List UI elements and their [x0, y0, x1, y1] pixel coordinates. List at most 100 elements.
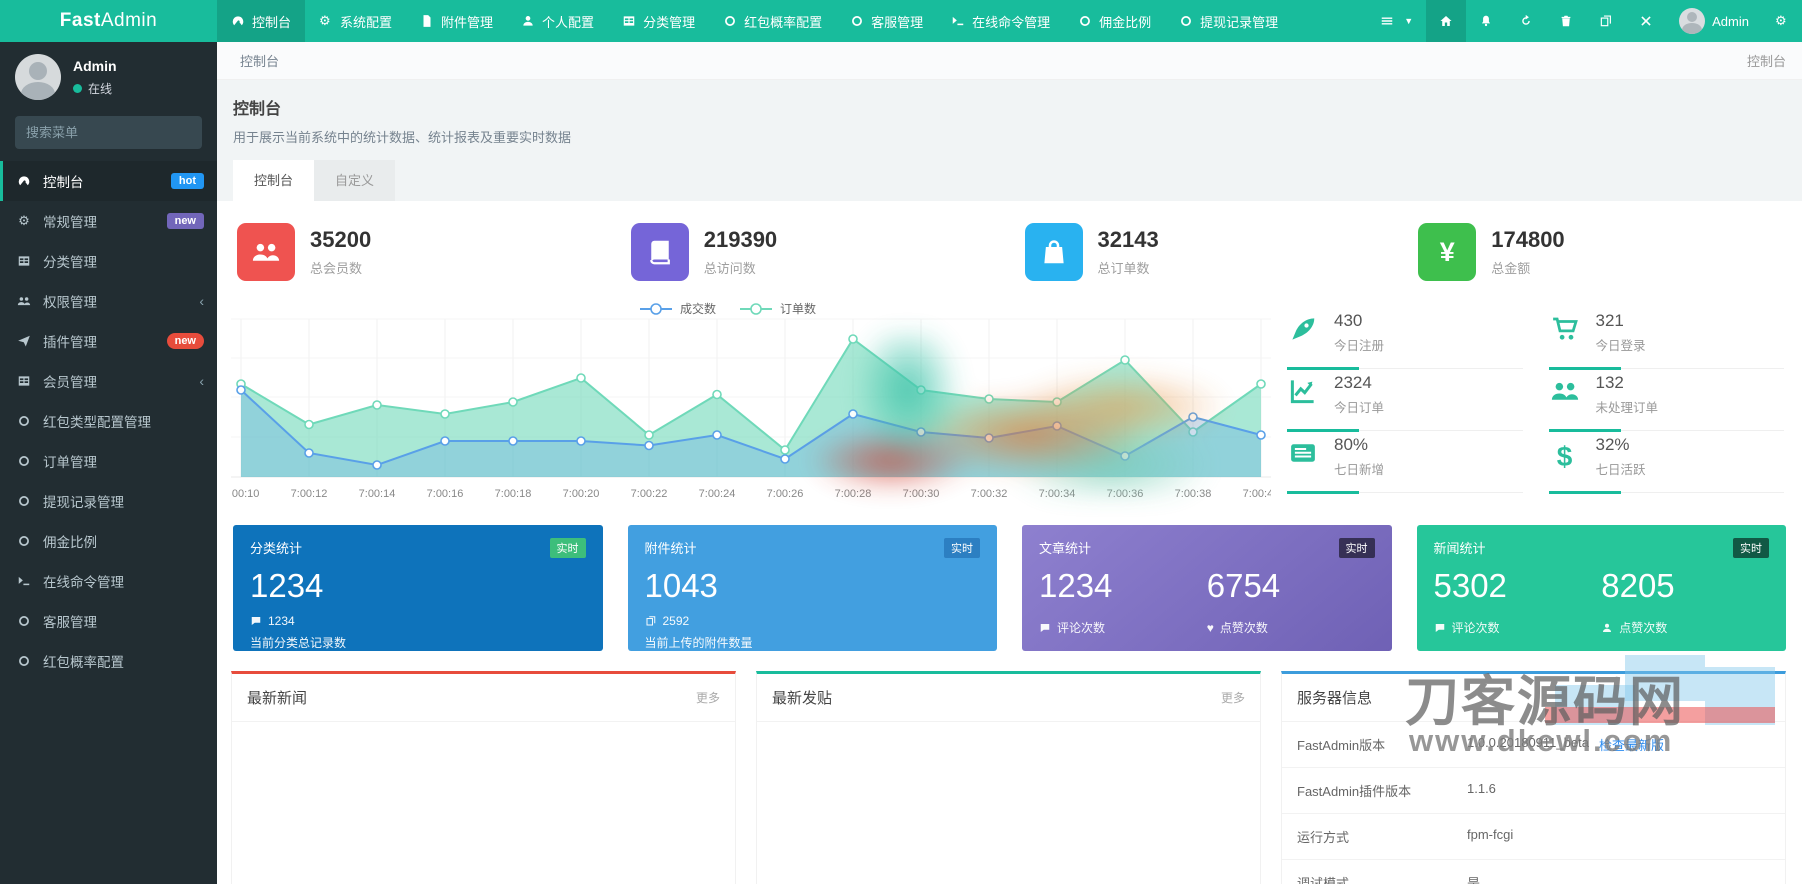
sidebar-item-权限管理[interactable]: 权限管理 ‹ — [0, 281, 217, 321]
sidebar-item-红包概率配置[interactable]: 红包概率配置 — [0, 641, 217, 681]
terminal-icon — [15, 574, 33, 588]
sidebar-item-客服管理[interactable]: 客服管理 — [0, 601, 217, 641]
dashboard-icon — [15, 174, 33, 188]
stat-card-总访问数: 219390 总访问数 — [630, 223, 995, 281]
summary-box-sub: 评论次数 — [1434, 619, 1602, 636]
sidebar-item-佣金比例[interactable]: 佣金比例 — [0, 521, 217, 561]
nav-item-客服管理[interactable]: 客服管理 — [836, 0, 937, 42]
dashboard-content: 35200 总会员数 219390 总访问数 32143 总订单数 ¥174800 总金额 7… — [217, 201, 1802, 884]
navbar-home-button[interactable] — [1426, 0, 1467, 42]
sidebar-item-红包类型配置管理[interactable]: 红包类型配置管理 — [0, 401, 217, 441]
sidebar-item-label: 提现记录管理 — [43, 495, 124, 510]
svg-text:7:00:20: 7:00:20 — [563, 488, 600, 500]
sidebar-item-label: 订单管理 — [43, 455, 97, 470]
more-link[interactable]: 更多 — [695, 691, 720, 705]
summary-box-title: 新闻统计 — [1433, 541, 1486, 556]
check-latest-link[interactable]: 检查最新版 — [1598, 738, 1664, 753]
summary-box-title: 分类统计 — [250, 541, 303, 556]
sidebar-item-常规管理[interactable]: ⚙ 常规管理 new — [0, 201, 217, 241]
navbar-multi-tab-button[interactable] — [1586, 0, 1626, 42]
users-icon — [15, 294, 33, 308]
legend-订单数: 订单数 — [780, 301, 816, 316]
tab-自定义[interactable]: 自定义 — [314, 160, 396, 201]
heart-icon: ♥ — [1206, 620, 1214, 635]
stat-card-总会员数: 35200 总会员数 — [237, 223, 601, 281]
mini-stat-七日活跃: $32% 七日活跃 — [1548, 431, 1784, 494]
mini-stat-label: 七日新增 — [1334, 463, 1385, 477]
server-info-value: 1.0.0.20180911_beta — [1467, 735, 1589, 750]
stat-label: 总会员数 — [310, 261, 363, 276]
sidebar-item-控制台[interactable]: 控制台 hot — [0, 161, 217, 201]
nav-item-附件管理[interactable]: 附件管理 — [406, 0, 507, 42]
sidebar-item-label: 分类管理 — [43, 255, 97, 270]
avatar[interactable] — [15, 54, 61, 100]
search-input[interactable] — [26, 125, 202, 140]
nav-item-label: 系统配置 — [340, 14, 393, 30]
page-subtitle: 用于展示当前系统中的统计数据、统计报表及重要实时数据 — [233, 130, 572, 145]
svg-text:7:00:26: 7:00:26 — [767, 488, 804, 500]
sidebar-item-订单管理[interactable]: 订单管理 — [0, 441, 217, 481]
sidebar-item-在线命令管理[interactable]: 在线命令管理 — [0, 561, 217, 601]
stat-value: 32143 — [1097, 227, 1159, 252]
sidebar-user-panel: Admin 在线 — [0, 42, 217, 108]
nav-item-个人配置[interactable]: 个人配置 — [507, 0, 608, 42]
circle-icon — [15, 534, 33, 548]
summary-box-label: 当前分类总记录数 — [250, 636, 347, 650]
svg-text:7:00:36: 7:00:36 — [1107, 488, 1144, 500]
navbar-close-tabs-button[interactable] — [1626, 0, 1666, 42]
brand-logo[interactable]: Fast Admin — [59, 10, 158, 31]
refresh-icon — [1519, 14, 1533, 28]
user-icon — [521, 14, 535, 28]
navbar-clear-cache-button[interactable] — [1546, 0, 1586, 42]
server-info-label: 调试模式 — [1297, 876, 1350, 884]
sidebar-menu: 控制台 hot ⚙ 常规管理 new 分类管理权限管理 ‹ 插件管理 new 会员管理 ‹ 红包类型配… — [0, 161, 217, 681]
sidebar-item-插件管理[interactable]: 插件管理 new — [0, 321, 217, 361]
nav-item-红包概率配置[interactable]: 红包概率配置 — [709, 0, 836, 42]
stat-label: 总金额 — [1491, 261, 1531, 276]
svg-text:7:00:34: 7:00:34 — [1039, 488, 1076, 500]
navbar-notifications-button[interactable] — [1466, 0, 1506, 42]
nav-item-控制台[interactable]: 控制台 — [217, 0, 306, 42]
summary-box-sub: ♥ 点赞次数 — [1207, 619, 1375, 636]
breadcrumb-current[interactable]: 控制台 — [240, 54, 280, 69]
page-title: 控制台 — [233, 101, 282, 118]
nav-item-分类管理[interactable]: 分类管理 — [608, 0, 709, 42]
dollar-icon: $ — [1556, 440, 1573, 472]
file-icon — [420, 14, 434, 28]
summary-box-sublabel: 点赞次数 — [1219, 621, 1268, 635]
server-info-label: 运行方式 — [1297, 830, 1350, 845]
svg-text:7:00:10: 7:00:10 — [231, 488, 259, 500]
summary-box-col: 8205 点赞次数 — [1601, 558, 1769, 636]
stat-value: 219390 — [703, 227, 778, 252]
nav-item-在线命令管理[interactable]: 在线命令管理 — [937, 0, 1064, 42]
navbar-user-menu[interactable]: Admin — [1666, 0, 1762, 42]
nav-item-佣金比例[interactable]: 佣金比例 — [1064, 0, 1165, 42]
nav-item-提现记录管理[interactable]: 提现记录管理 — [1165, 0, 1292, 42]
navbar-tabs-menu-button[interactable]: ▼ — [1367, 0, 1426, 42]
navbar-refresh-button[interactable] — [1506, 0, 1546, 42]
sidebar-item-分类管理[interactable]: 分类管理 — [0, 241, 217, 281]
close-icon — [1639, 14, 1653, 28]
home-icon — [1439, 14, 1453, 28]
summary-box-sub: 1234 — [250, 614, 586, 628]
nav-item-label: 个人配置 — [542, 14, 595, 30]
sidebar-item-提现记录管理[interactable]: 提现记录管理 — [0, 481, 217, 521]
summary-box-sublabel: 点赞次数 — [1619, 621, 1668, 635]
stat-card-text: 35200 总会员数 — [310, 227, 371, 277]
tab-控制台[interactable]: 控制台 — [233, 160, 315, 201]
bars-icon — [1380, 14, 1394, 28]
circle-icon — [15, 654, 33, 668]
navbar-settings-button[interactable]: ⚙ — [1762, 0, 1802, 42]
latest-posts-panel: 最新发贴 更多 — [756, 671, 1261, 884]
sidebar-item-会员管理[interactable]: 会员管理 ‹ — [0, 361, 217, 401]
nav-item-系统配置[interactable]: ⚙ 系统配置 — [305, 0, 406, 42]
svg-text:7:00:18: 7:00:18 — [495, 488, 532, 500]
yen-icon: ¥ — [1418, 223, 1477, 281]
circle-icon — [1179, 14, 1193, 28]
sidebar-item-label: 权限管理 — [43, 295, 97, 310]
more-link[interactable]: 更多 — [1220, 691, 1245, 705]
nav-item-label: 提现记录管理 — [1200, 14, 1279, 30]
panel-body — [757, 721, 1260, 793]
panel-body — [232, 721, 735, 793]
